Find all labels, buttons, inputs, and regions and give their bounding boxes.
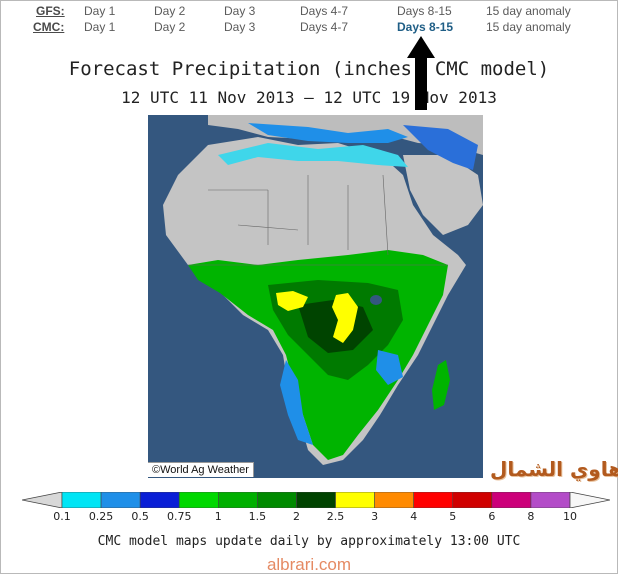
legend-cell — [452, 492, 493, 508]
map-credit: ©World Ag Weather — [148, 462, 254, 477]
cmc-anomaly-link[interactable]: 15 day anomaly — [486, 20, 571, 34]
gfs-anomaly-link[interactable]: 15 day anomaly — [486, 4, 571, 18]
legend-tick-label: 1 — [214, 510, 222, 523]
legend-cell — [530, 492, 571, 508]
update-footnote: CMC model maps update daily by approxima… — [97, 534, 521, 549]
legend-tick-label: 8 — [527, 510, 535, 523]
legend-colorbar — [22, 492, 610, 508]
arabic-signature: هاوي الشمال — [490, 457, 618, 481]
legend-tick-label: 0.25 — [88, 510, 114, 523]
legend-tick-label: 0.5 — [131, 510, 149, 523]
legend-cell — [257, 492, 297, 508]
legend-high-arrow — [569, 492, 610, 508]
map-title: Forecast Precipitation (inches, CMC mode… — [68, 58, 550, 80]
legend-cell — [491, 492, 532, 508]
rain-max-west — [276, 291, 308, 311]
gfs-days8-15-link[interactable]: Days 8-15 — [397, 4, 452, 18]
lake-victoria — [370, 295, 382, 305]
rain-band-middle-east — [403, 125, 478, 170]
madagascar — [432, 360, 450, 410]
precipitation-map — [148, 115, 483, 478]
legend-cell — [61, 492, 102, 508]
legend-cell — [139, 492, 180, 508]
gfs-day1-link[interactable]: Day 1 — [84, 4, 116, 18]
legend-cell — [335, 492, 375, 508]
legend-cell — [218, 492, 258, 508]
map-subtitle: 12 UTC 11 Nov 2013 — 12 UTC 19 Nov 2013 — [121, 88, 497, 107]
country-borders — [188, 174, 448, 266]
cmc-day2-link[interactable]: Day 2 — [154, 20, 186, 34]
rain-fringe-east — [376, 350, 403, 385]
rain-band-europe — [248, 123, 408, 143]
legend-tick-label: 2 — [292, 510, 300, 523]
legend-cell — [100, 492, 141, 508]
rain-fringe-southwest — [280, 360, 313, 445]
cmc-day3-link[interactable]: Day 3 — [224, 20, 256, 34]
gfs-day2-link[interactable]: Day 2 — [154, 4, 186, 18]
legend-cell — [374, 492, 414, 508]
arabia-landmass — [403, 155, 483, 235]
cmc-days4-7-link[interactable]: Days 4-7 — [300, 20, 349, 34]
legend-tick-label: 6 — [488, 510, 496, 523]
legend-cell — [296, 492, 336, 508]
legend-tick-label: 2.5 — [326, 510, 345, 523]
up-arrow-icon — [407, 36, 435, 110]
legend-tick-label: 5 — [449, 510, 457, 523]
legend-tick-label: 4 — [410, 510, 418, 523]
gfs-day3-link[interactable]: Day 3 — [224, 4, 256, 18]
legend-tick-label: 0.75 — [166, 510, 192, 523]
cmc-day1-link[interactable]: Day 1 — [84, 20, 116, 34]
nav-label-gfs: GFS: — [36, 4, 65, 18]
rain-band-mediterranean — [218, 143, 408, 167]
cmc-days8-15-link[interactable]: Days 8-15 — [397, 20, 454, 34]
legend-tick-label: 1.5 — [248, 510, 267, 523]
rain-max-central — [332, 293, 358, 343]
nav-label-cmc: CMC: — [33, 20, 65, 34]
legend-tick-label: 3 — [371, 510, 379, 523]
gfs-days4-7-link[interactable]: Days 4-7 — [300, 4, 349, 18]
legend-cell — [178, 492, 219, 508]
legend-tick-label: 0.1 — [53, 510, 71, 523]
legend-tick-label: 10 — [563, 510, 577, 523]
legend-cell — [413, 492, 454, 508]
legend-low-arrow — [22, 492, 63, 508]
site-watermark: albrari.com — [266, 555, 352, 574]
